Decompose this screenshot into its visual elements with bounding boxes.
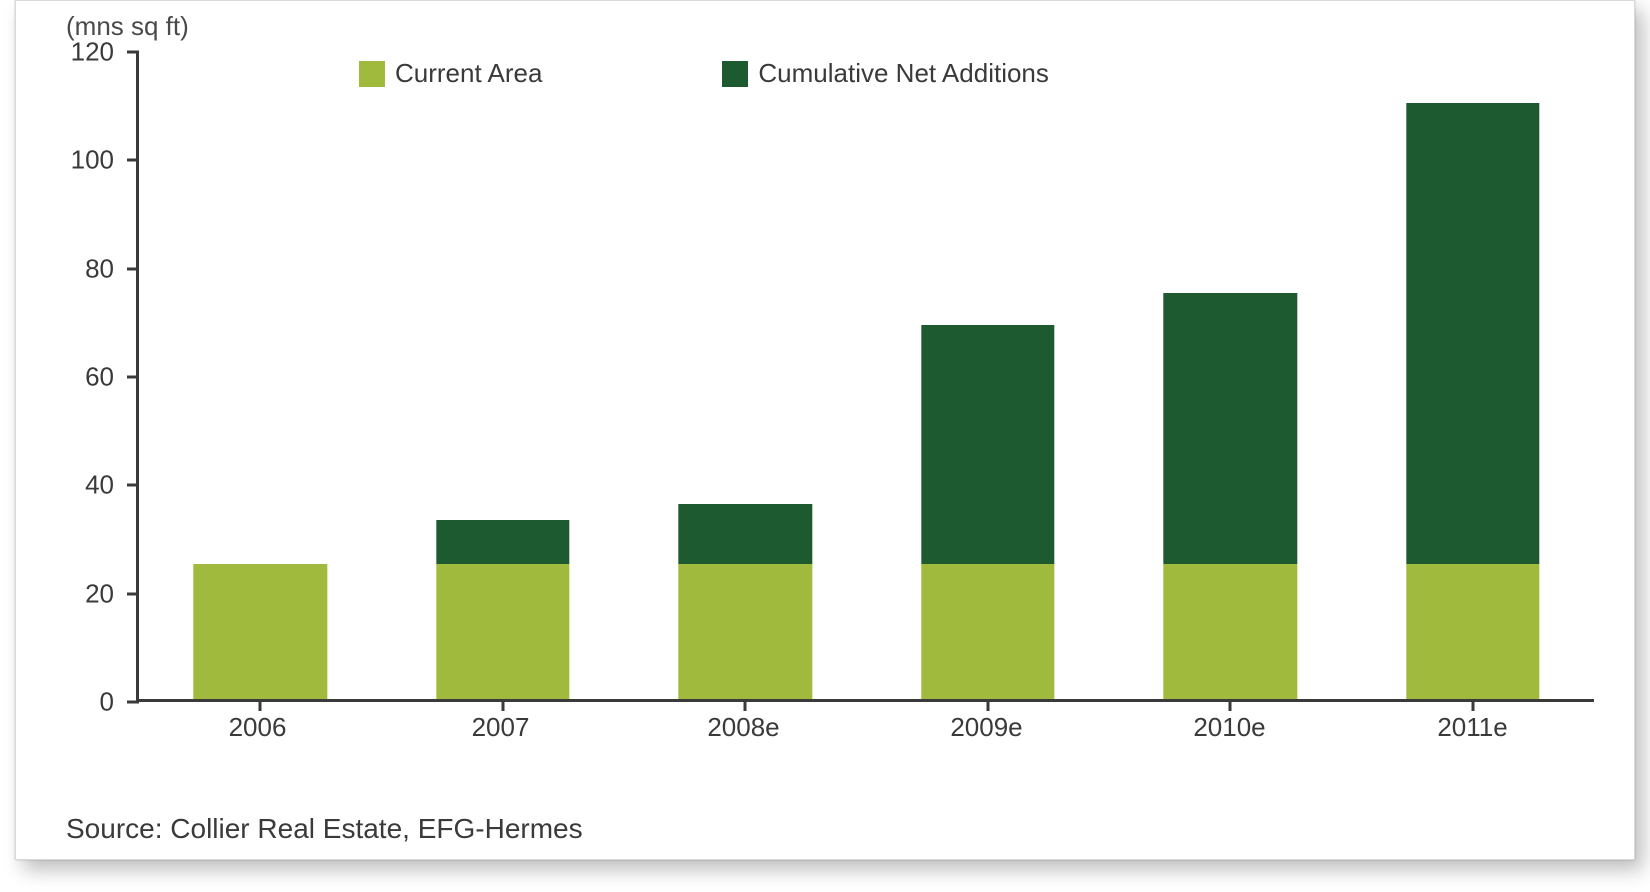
figure-title-fragment bbox=[66, 1, 1604, 5]
source-caption: Source: Collier Real Estate, EFG-Hermes bbox=[66, 813, 583, 845]
bar-segment-cumulative bbox=[1406, 103, 1539, 563]
bar-segment-cumulative bbox=[921, 325, 1054, 563]
unit-label: (mns sq ft) bbox=[66, 11, 1604, 42]
x-tick-label: 2011e bbox=[1437, 712, 1507, 743]
y-tick-label: 40 bbox=[85, 470, 114, 501]
chart-area: 020406080100120 Current Area Cumulative … bbox=[66, 52, 1604, 752]
bar-segment-cumulative bbox=[1164, 293, 1297, 564]
bar-group bbox=[1164, 293, 1297, 699]
y-tick-mark bbox=[127, 159, 139, 162]
y-tick-label: 120 bbox=[71, 37, 114, 68]
bar-segment-current-area bbox=[1164, 564, 1297, 699]
x-tick-label: 2010e bbox=[1193, 712, 1265, 743]
y-tick-label: 0 bbox=[100, 687, 114, 718]
y-tick-label: 100 bbox=[71, 145, 114, 176]
x-tick-mark bbox=[501, 699, 504, 711]
x-tick-label: 2008e bbox=[707, 712, 779, 743]
x-tick-mark bbox=[259, 699, 262, 711]
x-tick-mark bbox=[744, 699, 747, 711]
bar-segment-current-area bbox=[679, 564, 812, 699]
chart-card: (mns sq ft) 0 20 40 60 80 100 120 Current Area… bbox=[15, 0, 1635, 860]
bar-group bbox=[194, 564, 327, 699]
x-tick-label: 2006 bbox=[229, 712, 287, 743]
y-tick-label: 60 bbox=[85, 362, 114, 393]
y-tick-mark bbox=[127, 701, 139, 704]
bar-segment-current-area bbox=[194, 564, 327, 699]
x-tick-mark bbox=[986, 699, 989, 711]
x-tick-label: 2007 bbox=[472, 712, 530, 743]
y-tick-mark bbox=[127, 484, 139, 487]
x-tick-mark bbox=[1471, 699, 1474, 711]
y-tick-mark bbox=[127, 592, 139, 595]
bar-segment-cumulative bbox=[436, 520, 569, 563]
bar-group bbox=[1406, 103, 1539, 699]
bars-container bbox=[139, 52, 1594, 699]
bar-segment-current-area bbox=[921, 564, 1054, 699]
y-tick-label: 80 bbox=[85, 253, 114, 284]
x-axis-labels: 2006 2007 2008e 2009e 2010e 2011e bbox=[136, 712, 1594, 752]
bar-segment-current-area bbox=[1406, 564, 1539, 699]
y-axis-labels: 020406080100120 bbox=[66, 52, 126, 702]
x-tick-mark bbox=[1229, 699, 1232, 711]
bar-group bbox=[679, 504, 812, 699]
y-tick-mark bbox=[127, 51, 139, 54]
y-tick-mark bbox=[127, 267, 139, 270]
bar-group bbox=[436, 520, 569, 699]
bar-group bbox=[921, 325, 1054, 699]
y-tick-mark bbox=[127, 376, 139, 379]
bar-segment-current-area bbox=[436, 564, 569, 699]
bar-segment-cumulative bbox=[679, 504, 812, 564]
y-tick-label: 20 bbox=[85, 578, 114, 609]
x-tick-label: 2009e bbox=[950, 712, 1022, 743]
plot-area: Current Area Cumulative Net Additions bbox=[136, 52, 1594, 702]
